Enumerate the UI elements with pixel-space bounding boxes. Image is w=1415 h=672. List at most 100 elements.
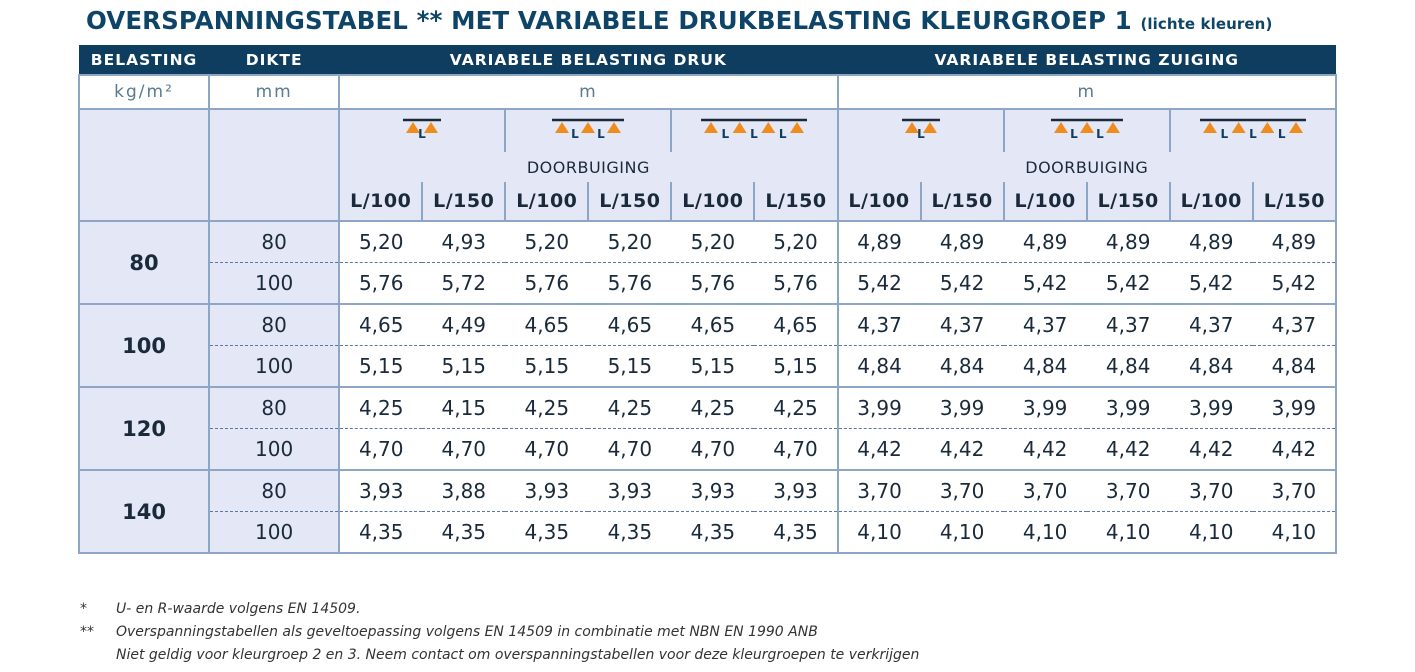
span-value-cell: 3,93 <box>338 470 423 512</box>
diagram-blank-belasting <box>77 109 211 222</box>
span-value-cell: 3,99 <box>836 387 921 429</box>
load-cell: 100 <box>77 303 211 388</box>
span-value-cell: 4,65 <box>338 304 423 346</box>
load-cell: 140 <box>77 469 211 554</box>
table-row: 80 80 5,20 4,93 5,20 5,20 5,20 5,20 4,89 4,89 4,89… <box>77 220 1338 305</box>
span-value-cell: 4,10 <box>1086 511 1170 554</box>
page-title-sub: (lichte kleuren) <box>1140 15 1273 33</box>
span-value-cell: 3,99 <box>1169 387 1253 429</box>
thickness-cell: 80 <box>208 221 341 263</box>
doorbuiging-druk: DOORBUIGING <box>338 152 839 182</box>
span-value-cell: 4,35 <box>505 511 589 554</box>
span-length-label: L <box>1278 127 1286 141</box>
beam-1-span-zuiging: L <box>836 109 1005 152</box>
span-value-cell: 4,93 <box>422 221 506 263</box>
span-value-cell: 4,89 <box>1086 221 1170 263</box>
doorbuiging-zuiging: DOORBUIGING <box>836 152 1338 182</box>
span-value-cell: 5,15 <box>588 345 672 388</box>
support-triangle-icon <box>1202 122 1217 133</box>
deflection-label: L/150 <box>753 182 839 222</box>
span-value-cell: 3,99 <box>1086 387 1170 429</box>
span-value-cell: 4,84 <box>920 345 1004 388</box>
footnote-line: * U- en R-waarde volgens EN 14509. <box>80 598 919 621</box>
span-value-cell: 5,15 <box>505 345 589 388</box>
span-value-cell: 4,70 <box>422 428 506 471</box>
span-value-cell: 4,25 <box>671 387 755 429</box>
unit-belasting: kg/m² <box>77 74 211 110</box>
deflection-label: L/100 <box>1168 182 1254 222</box>
span-length-label: L <box>779 127 787 141</box>
span-value-cell: 4,25 <box>754 387 838 429</box>
thickness-cell: 80 <box>208 304 341 346</box>
deflection-label: L/100 <box>836 182 922 222</box>
span-value-cell: 3,70 <box>1252 470 1338 512</box>
span-value-cell: 4,35 <box>422 511 506 554</box>
load-cell: 80 <box>77 220 211 305</box>
support-triangle-icon <box>904 122 919 133</box>
span-value-cell: 4,35 <box>754 511 838 554</box>
header-belasting: BELASTING <box>79 45 210 75</box>
span-value-cell: 3,99 <box>1003 387 1087 429</box>
span-value-cell: 3,70 <box>920 470 1004 512</box>
span-value-cell: 5,20 <box>505 221 589 263</box>
unit-zuiging: m <box>836 74 1338 110</box>
deflection-label: L/150 <box>1085 182 1171 222</box>
deflection-label: L/100 <box>504 182 590 222</box>
span-value-cell: 4,35 <box>588 511 672 554</box>
deflection-label: L/150 <box>1251 182 1338 222</box>
support-triangle-icon <box>1079 122 1094 133</box>
span-value-cell: 4,89 <box>920 221 1004 263</box>
span-length-label: L <box>1096 127 1104 141</box>
span-value-cell: 5,15 <box>671 345 755 388</box>
support-triangle-icon <box>761 122 776 133</box>
support-triangle-icon <box>424 122 439 133</box>
span-value-cell: 4,10 <box>1003 511 1087 554</box>
span-value-cell: 4,25 <box>588 387 672 429</box>
span-value-cell: 5,20 <box>338 221 423 263</box>
span-value-cell: 4,37 <box>1169 304 1253 346</box>
span-value-cell: 5,76 <box>588 262 672 305</box>
support-triangle-icon <box>1053 122 1068 133</box>
span-value-cell: 4,25 <box>338 387 423 429</box>
span-value-cell: 4,37 <box>836 304 921 346</box>
support-triangle-icon <box>704 122 719 133</box>
span-value-cell: 5,15 <box>754 345 838 388</box>
span-value-cell: 4,37 <box>1086 304 1170 346</box>
header-zuiging: VARIABELE BELASTING ZUIGING <box>837 45 1336 75</box>
table-row: 100 80 4,65 4,49 4,65 4,65 4,65 4,65 4,37 4,37 4,3… <box>77 303 1338 388</box>
table-row: 140 80 3,93 3,88 3,93 3,93 3,93 3,93 3,70 3,70 3,7… <box>77 469 1338 554</box>
thickness-cell: 80 <box>208 387 341 429</box>
thickness-cell: 80 <box>208 470 341 512</box>
footnote-mark: * <box>80 601 87 617</box>
span-length-label: L <box>722 127 730 141</box>
span-value-cell: 5,72 <box>422 262 506 305</box>
footnote-mark: ** <box>80 624 94 640</box>
span-length-label: L <box>1070 127 1078 141</box>
span-value-cell: 4,10 <box>1252 511 1338 554</box>
beam-1-span-druk: L <box>338 109 507 152</box>
thickness-cell: 100 <box>208 511 341 554</box>
span-length-label: L <box>751 127 759 141</box>
beam-diagram-icon: L <box>403 118 442 141</box>
span-value-cell: 5,20 <box>588 221 672 263</box>
span-value-cell: 3,93 <box>754 470 838 512</box>
deflection-label: L/150 <box>421 182 507 222</box>
span-length-label: L <box>572 127 580 141</box>
header-row: BELASTING DIKTE VARIABELE BELASTING DRUK… <box>79 45 1336 75</box>
load-cell: 120 <box>77 386 211 471</box>
deflection-label: L/100 <box>1002 182 1088 222</box>
span-value-cell: 5,20 <box>754 221 838 263</box>
span-value-cell: 5,76 <box>671 262 755 305</box>
span-value-cell: 4,65 <box>588 304 672 346</box>
deflection-label: L/150 <box>919 182 1005 222</box>
span-value-cell: 5,76 <box>754 262 838 305</box>
span-value-cell: 5,20 <box>671 221 755 263</box>
deflection-label: L/100 <box>670 182 756 222</box>
table-row: 100 5,15 5,15 5,15 5,15 5,15 5,15 4,84 4,84 4,84 4… <box>79 345 1338 388</box>
span-value-cell: 4,42 <box>920 428 1004 471</box>
